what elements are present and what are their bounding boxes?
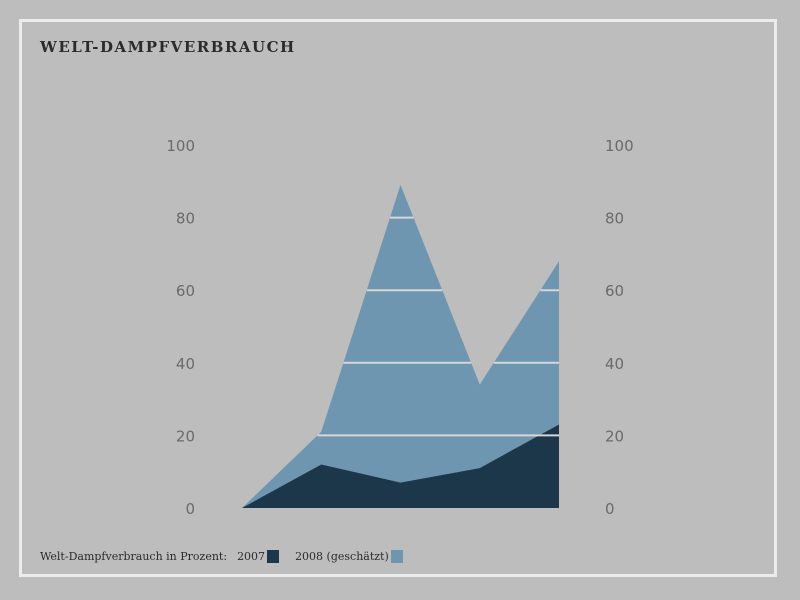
grid-layer (317, 216, 559, 437)
y-tick-right-20: 20 (605, 427, 624, 445)
y-axis-right: 0 20 40 60 80 100 (605, 137, 634, 518)
legend-prefix: Welt-Dampfverbrauch in Prozent: (40, 550, 228, 563)
area-series-2008 (242, 184, 559, 508)
area-layer (242, 184, 559, 508)
y-tick-left-0: 0 (185, 500, 195, 518)
legend: Welt-Dampfverbrauch in Prozent: 2007 200… (40, 550, 403, 563)
legend-swatch-2007 (267, 550, 280, 563)
y-tick-right-100: 100 (605, 137, 634, 155)
legend-label-2008: 2008 (geschätzt) (295, 550, 389, 563)
y-tick-left-60: 60 (176, 282, 195, 300)
chart-title: WELT-DAMPFVERBRAUCH (40, 38, 296, 56)
chart-frame (19, 19, 777, 577)
y-tick-right-40: 40 (605, 355, 624, 373)
y-tick-right-80: 80 (605, 210, 624, 228)
area-series-2007 (242, 424, 559, 508)
legend-swatch-2008 (390, 550, 403, 563)
y-tick-left-100: 100 (166, 137, 195, 155)
y-tick-right-0: 0 (605, 500, 615, 518)
y-tick-left-40: 40 (176, 355, 195, 373)
legend-label-2007: 2007 (237, 550, 266, 563)
y-axis-left: 0 20 40 60 80 100 (166, 137, 195, 518)
y-tick-right-60: 60 (605, 282, 624, 300)
y-tick-left-80: 80 (176, 210, 195, 228)
y-tick-left-20: 20 (176, 427, 195, 445)
